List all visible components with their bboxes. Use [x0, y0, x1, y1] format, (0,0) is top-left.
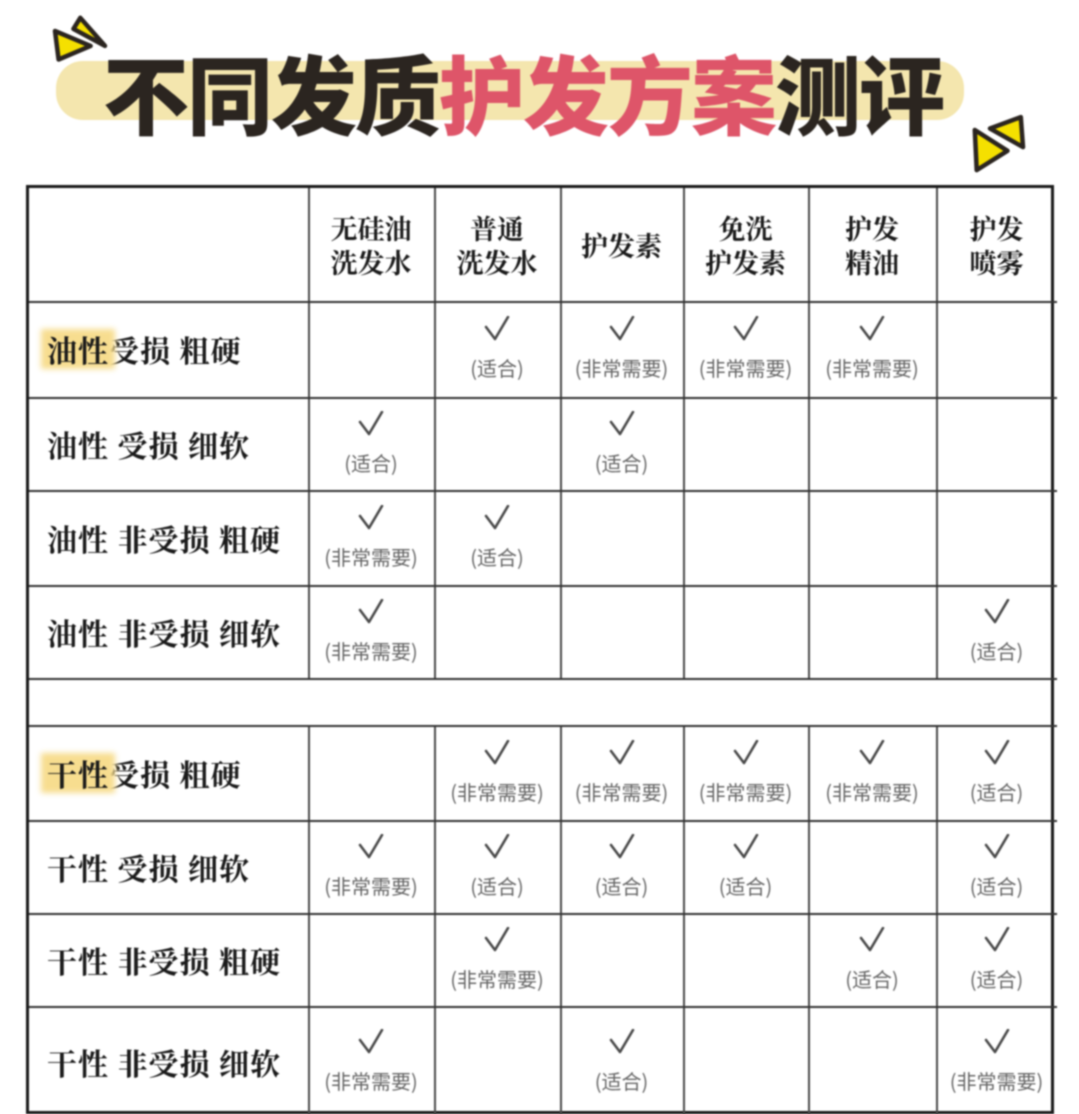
svg-text:不同发质护发方案测评: 不同发质护发方案测评	[103, 28, 943, 153]
